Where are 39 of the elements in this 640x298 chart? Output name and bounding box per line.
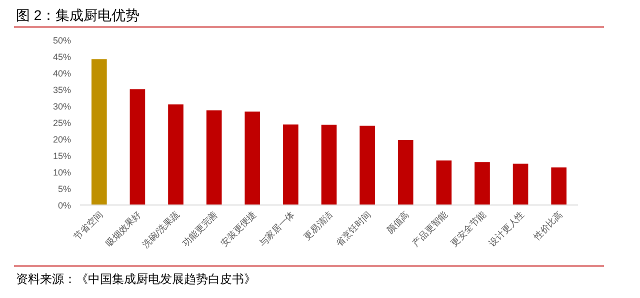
bar	[168, 104, 184, 205]
y-tick-label: 40%	[52, 68, 71, 78]
x-tick-label: 更安全节能	[448, 209, 488, 248]
bar	[360, 126, 375, 205]
y-tick-label: 15%	[52, 151, 71, 161]
y-tick-label: 5%	[58, 184, 71, 194]
bar	[206, 110, 222, 205]
x-tick-label: 产品更智能	[410, 209, 450, 248]
x-tick-label: 省烹饪时间	[334, 209, 373, 248]
y-tick-label: 35%	[52, 85, 71, 95]
y-tick-label: 20%	[52, 134, 71, 144]
x-tick-label: 设计更人性	[487, 209, 526, 248]
y-tick-label: 10%	[52, 168, 71, 178]
x-tick-label: 与家居一体	[257, 209, 296, 248]
bar	[130, 89, 146, 205]
bar	[91, 59, 107, 205]
y-tick-label: 0%	[58, 200, 71, 210]
y-tick-label: 25%	[52, 118, 71, 128]
bar	[474, 162, 490, 205]
y-tick-label: 50%	[52, 36, 71, 46]
x-tick-label: 性价比高	[531, 209, 564, 243]
x-tick-label: 吸烟效果好	[104, 209, 143, 248]
x-tick-label: 更易清洁	[302, 209, 334, 242]
y-tick-label: 30%	[52, 102, 71, 112]
x-tick-label: 功能更完善	[180, 209, 220, 248]
bar	[283, 124, 298, 205]
bar	[512, 164, 528, 205]
y-tick-label: 45%	[52, 52, 71, 62]
x-tick-label: 颜值高	[384, 209, 412, 236]
bar	[321, 124, 337, 205]
x-tick-label: 节省空间	[72, 209, 105, 242]
x-tick-label: 安装更便捷	[218, 209, 258, 248]
text: 资料来源：《中国集成厨电发展趋势白皮书》	[16, 272, 256, 286]
x-tick-label: 洗碗/洗果蔬	[140, 209, 182, 250]
bar	[436, 160, 452, 205]
chart-title: 图 2：集成厨电优势	[16, 7, 140, 23]
bar	[398, 140, 414, 205]
bar	[244, 112, 260, 205]
bar	[551, 167, 567, 205]
